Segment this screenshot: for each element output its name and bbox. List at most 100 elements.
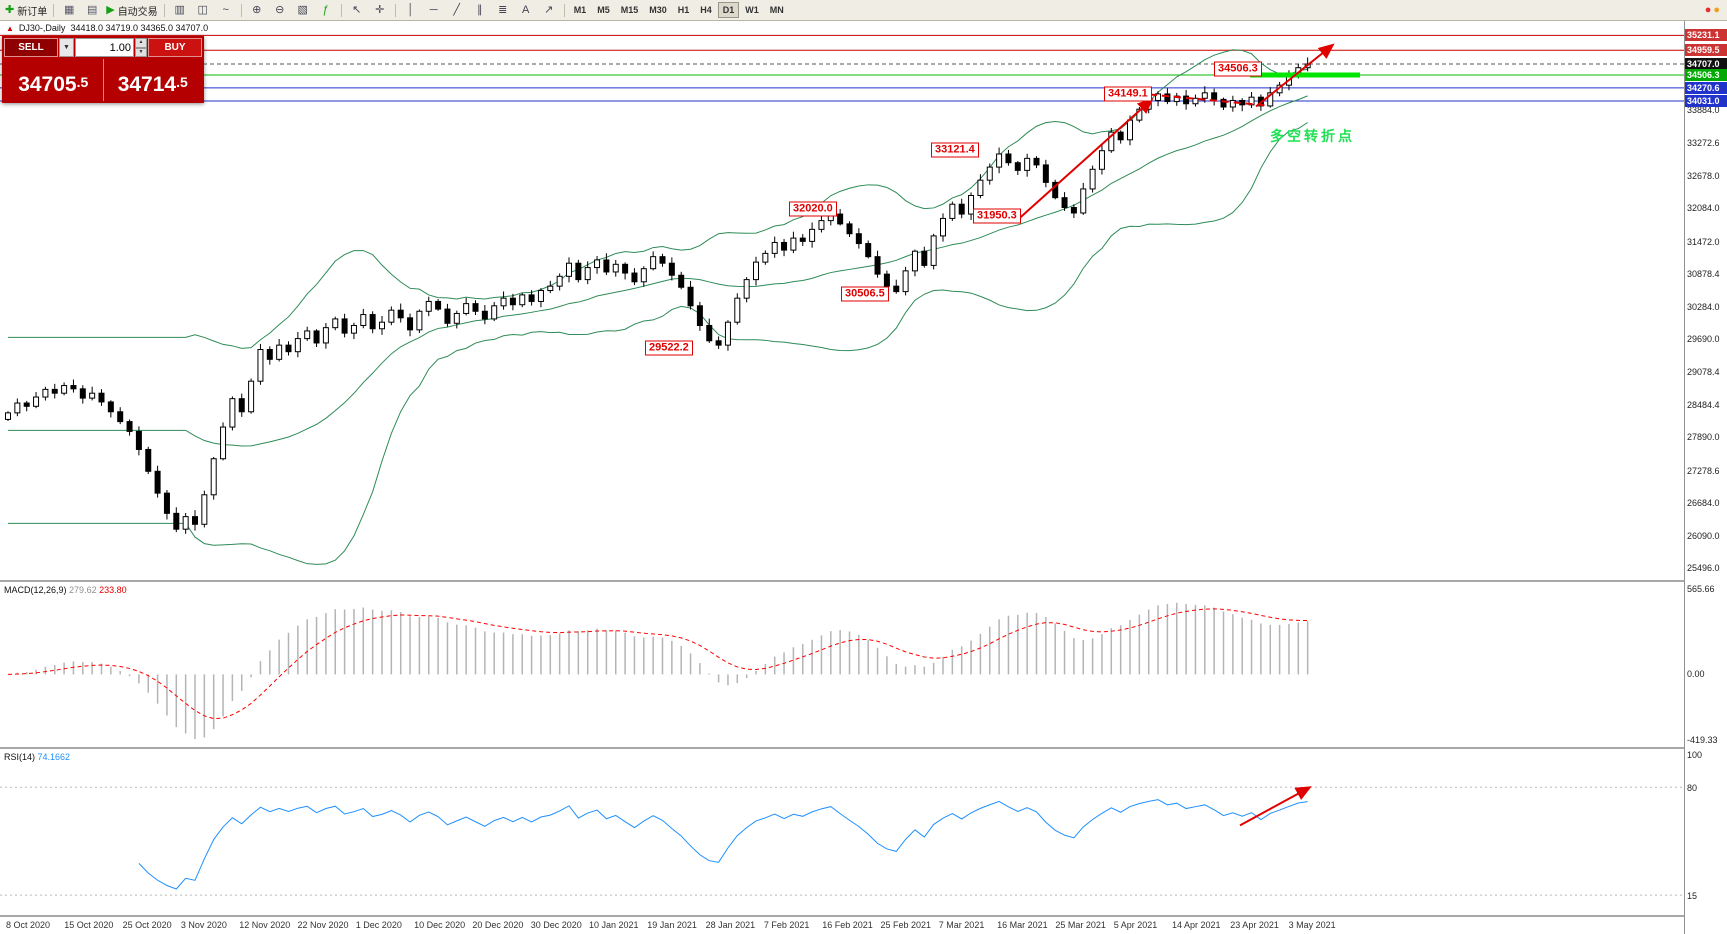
date-axis-label: 8 Oct 2020 — [6, 920, 51, 930]
toolbar-separator — [163, 3, 165, 17]
date-axis-label: 7 Feb 2021 — [763, 920, 810, 930]
equidistant-channel-icon[interactable]: ∥ — [469, 2, 491, 18]
date-axis-label: 5 Apr 2021 — [1113, 920, 1158, 930]
macd-label: MACD(12,26,9) 279.62 233.80 — [4, 585, 127, 595]
fibonacci-icon[interactable]: ≣ — [492, 2, 514, 18]
bar-chart-icon[interactable]: ▥ — [169, 2, 191, 18]
axis-tick-label: 15 — [1687, 891, 1698, 902]
price-level-tag: 34506.3 — [1685, 68, 1727, 81]
sell-button[interactable]: SELL — [4, 38, 58, 57]
timeframe-button-w1[interactable]: W1 — [745, 5, 759, 15]
panel-divider[interactable] — [0, 580, 1727, 582]
horizontal-line-icon: ─ — [429, 3, 438, 16]
charts-grid-icon: ▦ — [64, 3, 75, 16]
timeframe-button-m15[interactable]: M15 — [620, 5, 639, 15]
indicators-icon[interactable]: ƒ — [315, 2, 337, 18]
date-axis-label: 7 Mar 2021 — [938, 920, 985, 930]
connection-status-icon[interactable]: ● — [1713, 4, 1720, 16]
buy-button[interactable]: BUY — [148, 38, 202, 57]
text-tool-icon: A — [522, 3, 530, 16]
date-axis-label: 28 Jan 2021 — [705, 920, 756, 930]
alert-status-icon[interactable]: ● — [1704, 4, 1712, 16]
date-axis-label: 19 Jan 2021 — [647, 920, 697, 930]
zoom-out-icon: ⊖ — [275, 3, 285, 16]
tile-windows-icon: ▧ — [297, 3, 308, 16]
axis-tick-label: 29690.0 — [1687, 334, 1720, 345]
timeframe-button-m5[interactable]: M5 — [597, 5, 610, 15]
charts-grid-icon[interactable]: ▦ — [58, 2, 80, 18]
toolbar-right: ● ● — [1705, 4, 1724, 16]
candlestick-chart-icon[interactable]: ◫ — [192, 2, 214, 18]
new-order-button[interactable]: ✚ 新订单 — [3, 2, 49, 18]
timeframe-button-d1[interactable]: D1 — [717, 2, 740, 18]
date-axis-label: 22 Nov 2020 — [297, 920, 349, 930]
lot-stepper[interactable]: ▲ ▼ — [135, 38, 147, 57]
text-tool-icon[interactable]: A — [515, 2, 537, 18]
candlestick-chart-icon: ◫ — [197, 3, 208, 16]
price-level-tag: 34031.0 — [1685, 94, 1727, 107]
axis-tick-label: 30284.0 — [1687, 301, 1720, 312]
axis-tick-label: 27278.6 — [1687, 465, 1720, 476]
price-level-tag: 34270.6 — [1685, 81, 1727, 94]
macd-pane-canvas[interactable] — [0, 582, 1685, 747]
arrows-tool-icon[interactable]: ↗ — [538, 2, 560, 18]
date-axis-label: 16 Feb 2021 — [822, 920, 873, 930]
horizontal-line-icon[interactable]: ─ — [423, 2, 445, 18]
price-axis[interactable]: 33884.0 33272.6 32678.0 32084.0 31472.0 30878… — [1684, 21, 1727, 934]
autotrading-button[interactable]: ▶ 自动交易 — [104, 2, 159, 18]
tile-windows-icon[interactable]: ▧ — [292, 2, 314, 18]
lot-size-input[interactable] — [75, 38, 134, 57]
line-chart-icon[interactable]: ~ — [215, 2, 237, 18]
vertical-line-icon[interactable]: │ — [400, 2, 422, 18]
sell-price[interactable]: 34705.5 — [4, 59, 104, 101]
trendline-icon[interactable]: ╱ — [446, 2, 468, 18]
date-axis-label: 20 Dec 2020 — [472, 920, 524, 930]
bar-chart-icon: ▥ — [174, 3, 185, 16]
timeframe-button-m1[interactable]: M1 — [573, 5, 587, 15]
axis-tick-label: 565.66 — [1687, 584, 1715, 594]
buy-price[interactable]: 34714.5 — [117, 73, 188, 96]
cursor-icon[interactable]: ↖ — [346, 2, 368, 18]
autotrading-button: ▶ — [106, 3, 115, 16]
profiles-icon[interactable]: ▤ — [81, 2, 103, 18]
date-axis-label: 10 Jan 2021 — [589, 920, 639, 930]
date-axis-label: 16 Mar 2021 — [997, 920, 1048, 930]
toolbar-separator — [340, 3, 342, 17]
panel-divider[interactable] — [0, 747, 1727, 749]
fibonacci-icon: ≣ — [498, 3, 508, 16]
zoom-in-icon: ⊕ — [252, 3, 262, 16]
axis-tick-label: 0.00 — [1687, 669, 1705, 680]
lot-dropdown[interactable]: ▼ — [59, 38, 74, 57]
time-axis[interactable]: 8 Oct 2020 15 Oct 2020 25 Oct 2020 3 Nov 20… — [0, 917, 1685, 934]
rsi-pane-canvas[interactable] — [0, 749, 1685, 915]
chart-ohlc-values: 34418.0 34719.0 34365.0 34707.0 — [70, 23, 209, 33]
price-level-tag: 34707.0 — [1685, 58, 1727, 71]
lot-increment-icon[interactable]: ▲ — [135, 38, 147, 48]
chart-symbol-period: DJ30-,Daily — [18, 23, 66, 33]
date-axis-label: 12 Nov 2020 — [239, 920, 291, 930]
zoom-in-icon[interactable]: ⊕ — [246, 2, 268, 18]
date-axis-label: 10 Dec 2020 — [414, 920, 466, 930]
axis-tick-label: 33272.6 — [1687, 138, 1720, 149]
axis-tick-label: 25496.0 — [1687, 563, 1720, 574]
axis-tick-label: 100 — [1687, 750, 1703, 760]
axis-tick-label: 29078.4 — [1687, 367, 1720, 378]
timeframe-button-m30[interactable]: M30 — [649, 5, 667, 15]
timeframe-button-mn[interactable]: MN — [769, 5, 784, 15]
price-chart-canvas[interactable] — [0, 21, 1685, 580]
timeframe-button-h1[interactable]: H1 — [677, 5, 690, 15]
indicators-icon: ƒ — [322, 3, 329, 16]
crosshair-icon[interactable]: ✛ — [369, 2, 391, 18]
date-axis-label: 1 Dec 2020 — [355, 920, 402, 930]
axis-tick-label: 28484.4 — [1687, 399, 1720, 410]
zoom-out-icon[interactable]: ⊖ — [269, 2, 291, 18]
chart-marker-icon: ▲ — [6, 23, 14, 33]
trendline-icon: ╱ — [453, 3, 460, 16]
date-axis-label: 3 May 2021 — [1288, 920, 1336, 930]
toolbar-separator — [394, 3, 396, 17]
axis-tick-label: 26090.0 — [1687, 530, 1720, 541]
lot-decrement-icon[interactable]: ▼ — [135, 47, 147, 57]
date-axis-label: 25 Oct 2020 — [122, 920, 172, 930]
timeframe-button-h4[interactable]: H4 — [700, 5, 712, 15]
